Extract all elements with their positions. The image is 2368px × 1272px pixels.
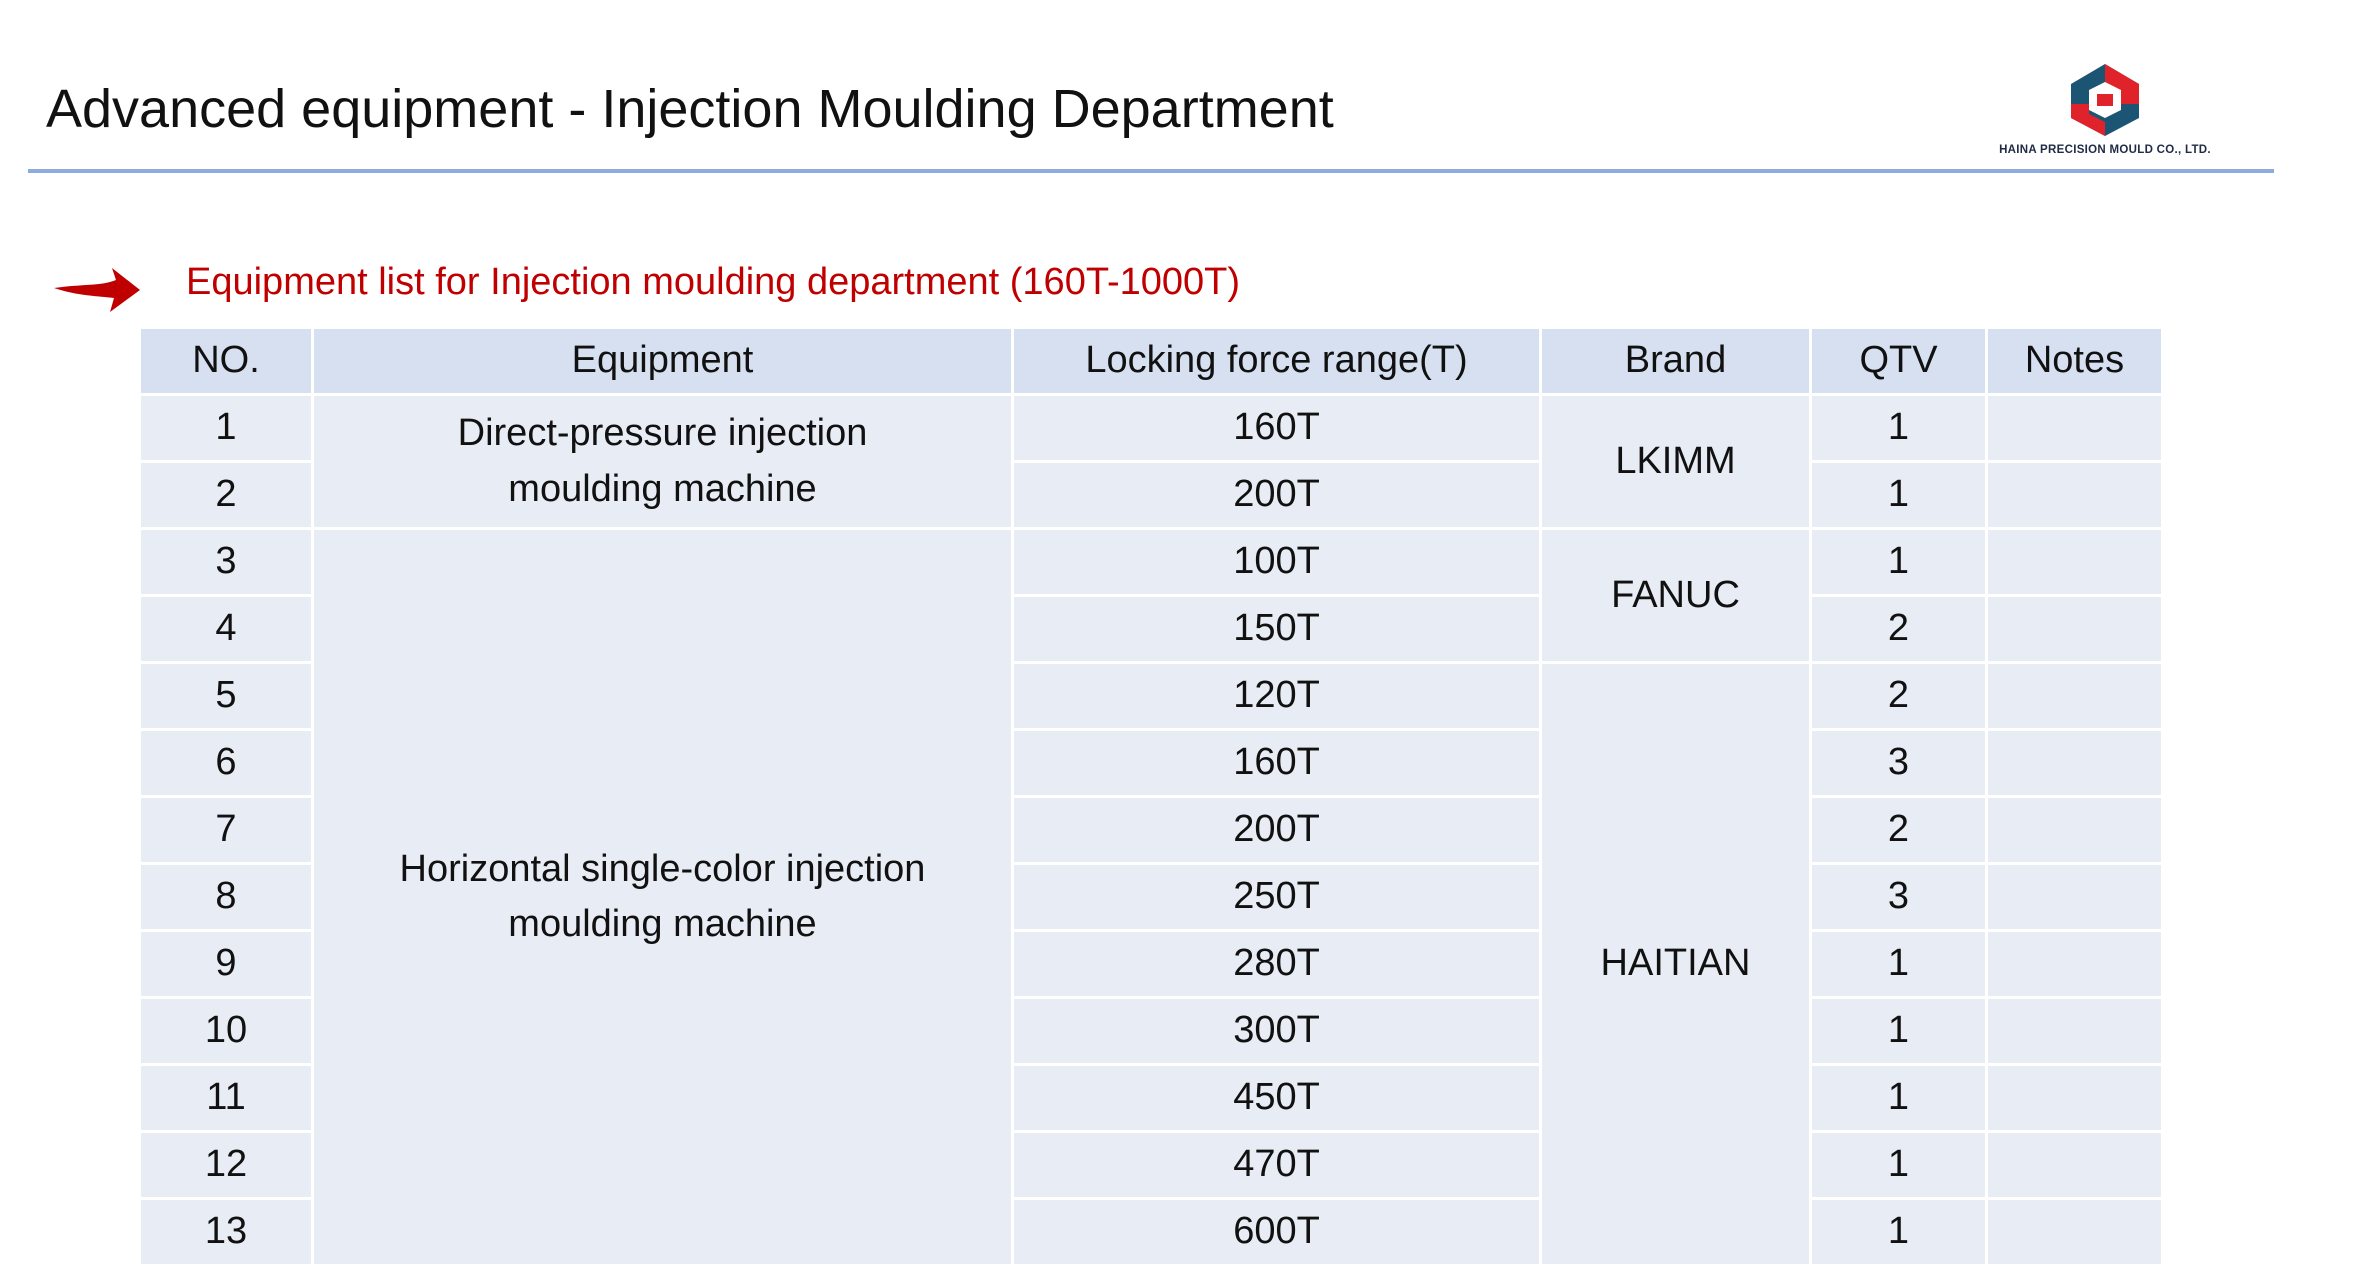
- cell-qty: 2: [1809, 795, 1988, 865]
- cell-qty: 3: [1809, 862, 1988, 932]
- table-row: 2 200T 1: [138, 460, 2164, 530]
- cell-force: 600T: [1011, 1197, 1542, 1267]
- cell-force: 250T: [1011, 862, 1542, 932]
- cell-force: 150T: [1011, 594, 1542, 664]
- cell-qty: 1: [1809, 393, 1988, 463]
- table-row: 1 Direct-pressure injection moulding mac…: [138, 393, 2164, 530]
- cell-no: 8: [138, 862, 314, 932]
- cell-force: 280T: [1011, 929, 1542, 999]
- table-row: 10 300T 1: [138, 996, 2164, 1066]
- cell-notes: [1985, 393, 2164, 463]
- cell-force: 200T: [1011, 460, 1542, 530]
- cell-force: 300T: [1011, 996, 1542, 1066]
- table-row: 9 280T 1: [138, 929, 2164, 999]
- cell-no: 7: [138, 795, 314, 865]
- cell-force: 160T: [1011, 393, 1542, 463]
- cell-qty: 1: [1809, 996, 1988, 1066]
- cell-notes: [1985, 1063, 2164, 1133]
- table-row: 4 150T 2: [138, 594, 2164, 664]
- table-row: 3 Horizontal single-color injection moul…: [138, 527, 2164, 1267]
- cell-no: 5: [138, 661, 314, 731]
- cell-qty: 1: [1809, 1197, 1988, 1267]
- equipment-table: NO. Equipment Locking force range(T) Bra…: [138, 326, 2164, 1267]
- cell-qty: 1: [1809, 1130, 1988, 1200]
- cell-no: 11: [138, 1063, 314, 1133]
- col-header-notes: Notes: [1985, 326, 2164, 396]
- cell-brand: HAITIAN: [1539, 661, 1812, 1267]
- cell-notes: [1985, 795, 2164, 865]
- cell-force: 200T: [1011, 795, 1542, 865]
- cell-no: 1: [138, 393, 314, 463]
- cell-force: 100T: [1011, 527, 1542, 597]
- cell-no: 2: [138, 460, 314, 530]
- cell-no: 6: [138, 728, 314, 798]
- cell-force: 470T: [1011, 1130, 1542, 1200]
- table-row: 5 120T HAITIAN 2: [138, 661, 2164, 1267]
- cell-equipment: Horizontal single-color injection mouldi…: [311, 527, 1014, 1267]
- col-header-force: Locking force range(T): [1011, 326, 1542, 396]
- section-heading: Equipment list for Injection moulding de…: [186, 261, 1240, 303]
- cell-notes: [1985, 594, 2164, 664]
- table-row: 11 450T 1: [138, 1063, 2164, 1133]
- haina-logo-icon: [2071, 64, 2139, 136]
- cell-brand: LKIMM: [1539, 393, 1812, 530]
- table-header-row: NO. Equipment Locking force range(T) Bra…: [138, 326, 2164, 396]
- cell-notes: [1985, 460, 2164, 530]
- cell-qty: 1: [1809, 460, 1988, 530]
- cell-force: 160T: [1011, 728, 1542, 798]
- cell-no: 10: [138, 996, 314, 1066]
- col-header-equipment: Equipment: [311, 326, 1014, 396]
- company-logo: HAINA PRECISION MOULD CO., LTD.: [1985, 62, 2225, 162]
- table-row: 6 160T 3: [138, 728, 2164, 798]
- cell-force: 120T: [1011, 661, 1542, 731]
- cell-no: 12: [138, 1130, 314, 1200]
- col-header-brand: Brand: [1539, 326, 1812, 396]
- cell-notes: [1985, 862, 2164, 932]
- cell-qty: 2: [1809, 661, 1988, 731]
- cell-qty: 1: [1809, 527, 1988, 597]
- cell-notes: [1985, 527, 2164, 597]
- cell-notes: [1985, 996, 2164, 1066]
- cell-no: 3: [138, 527, 314, 597]
- table-row: 13 600T 1: [138, 1197, 2164, 1267]
- table-row: 8 250T 3: [138, 862, 2164, 932]
- table-row: 12 470T 1: [138, 1130, 2164, 1200]
- cell-notes: [1985, 1130, 2164, 1200]
- logo-text: HAINA PRECISION MOULD CO., LTD.: [1999, 144, 2211, 156]
- title-divider: [28, 169, 2274, 173]
- cell-equipment: Direct-pressure injection moulding machi…: [311, 393, 1014, 530]
- cell-notes: [1985, 929, 2164, 999]
- cell-qty: 1: [1809, 929, 1988, 999]
- page-title: Advanced equipment - Injection Moulding …: [46, 79, 1334, 139]
- cell-notes: [1985, 1197, 2164, 1267]
- red-arrow-icon: [54, 268, 140, 312]
- cell-notes: [1985, 728, 2164, 798]
- col-header-no: NO.: [138, 326, 314, 396]
- table-row: 7 200T 2: [138, 795, 2164, 865]
- cell-qty: 1: [1809, 1063, 1988, 1133]
- cell-no: 9: [138, 929, 314, 999]
- cell-no: 13: [138, 1197, 314, 1267]
- cell-no: 4: [138, 594, 314, 664]
- cell-force: 450T: [1011, 1063, 1542, 1133]
- cell-notes: [1985, 661, 2164, 731]
- col-header-qty: QTV: [1809, 326, 1988, 396]
- cell-qty: 2: [1809, 594, 1988, 664]
- cell-brand: FANUC: [1539, 527, 1812, 664]
- cell-qty: 3: [1809, 728, 1988, 798]
